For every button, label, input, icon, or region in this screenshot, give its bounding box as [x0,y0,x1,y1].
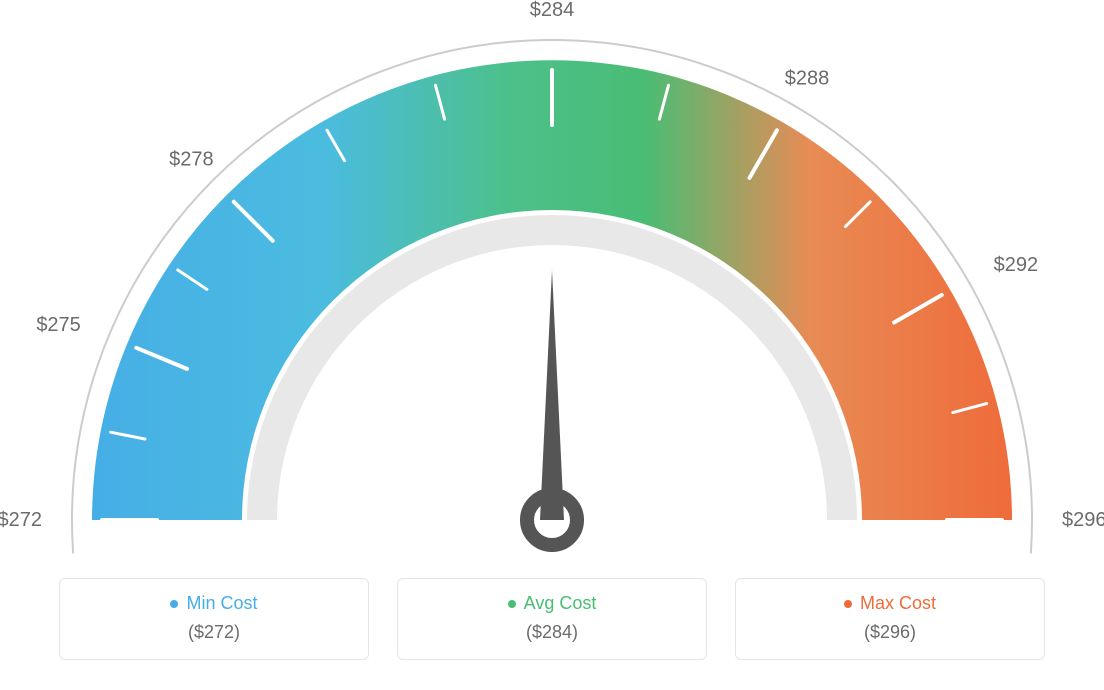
legend-label-min: Min Cost [170,593,257,614]
legend-card-avg: Avg Cost ($284) [397,578,707,660]
legend-label-max-text: Max Cost [860,593,936,614]
legend-row: Min Cost ($272) Avg Cost ($284) Max Cost… [0,578,1104,660]
legend-dot-max [844,600,852,608]
gauge-tick-label: $288 [785,67,830,89]
gauge-tick-label: $275 [36,314,81,336]
legend-dot-avg [508,600,516,608]
legend-label-avg-text: Avg Cost [524,593,597,614]
legend-label-min-text: Min Cost [186,593,257,614]
gauge-tick-label: $278 [169,148,214,170]
gauge-needle [540,270,564,520]
gauge-svg: $272 $275 $278 $284 $288 $292 $296 [0,0,1104,560]
gauge-tick-label: $296 [1062,509,1104,531]
gauge-area: $272 $275 $278 $284 $288 $292 $296 [0,0,1104,560]
gauge-tick-label: $284 [530,0,575,21]
gauge-tick-label: $272 [0,509,42,531]
legend-value-avg: ($284) [408,622,696,643]
legend-value-min: ($272) [70,622,358,643]
legend-dot-min [170,600,178,608]
legend-value-max: ($296) [746,622,1034,643]
legend-card-max: Max Cost ($296) [735,578,1045,660]
legend-card-min: Min Cost ($272) [59,578,369,660]
chart-container: $272 $275 $278 $284 $288 $292 $296 Min Cost ($… [0,0,1104,690]
legend-label-avg: Avg Cost [508,593,597,614]
legend-label-max: Max Cost [844,593,936,614]
gauge-tick-label: $292 [994,254,1039,276]
